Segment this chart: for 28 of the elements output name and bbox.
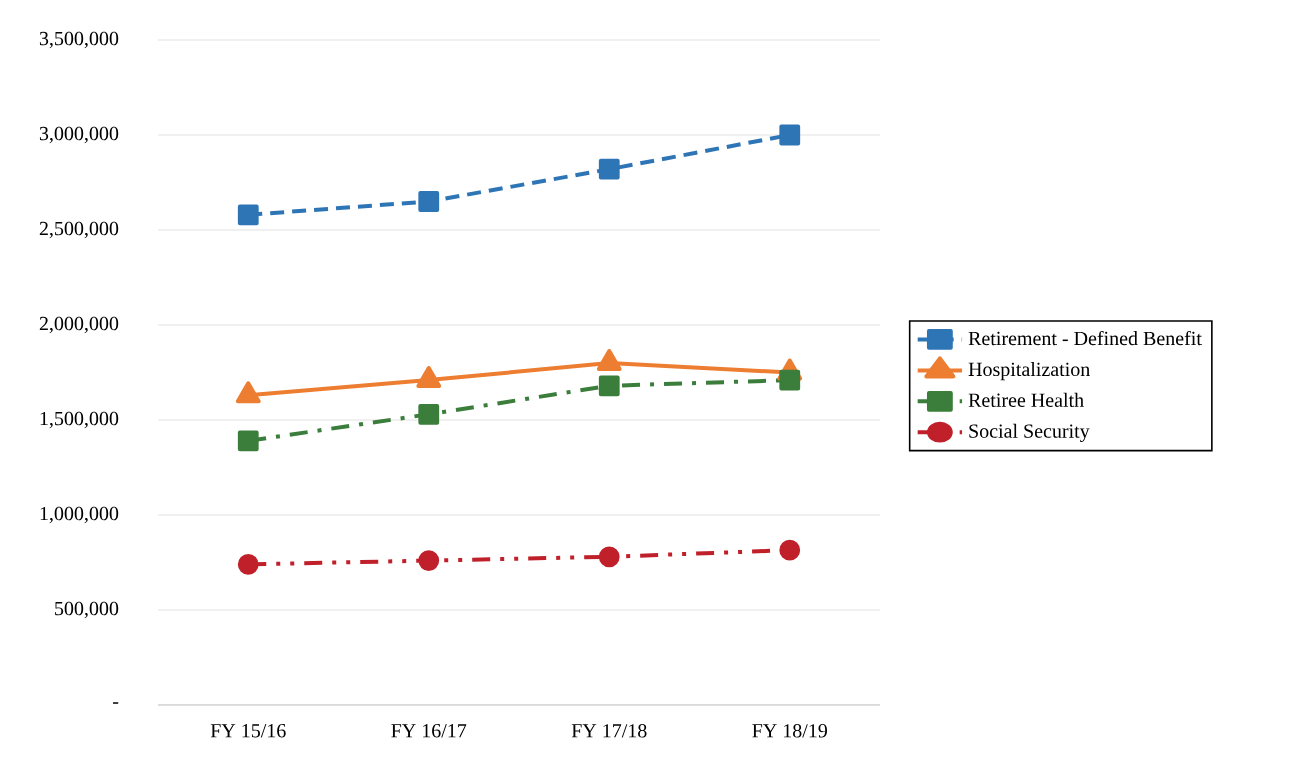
y-tick-label: 1,000,000: [40, 506, 119, 524]
legend-label: Retirement - Defined Benefit: [968, 330, 1202, 346]
point: [418, 550, 440, 571]
point: [418, 403, 440, 425]
point: [779, 539, 801, 561]
point: [779, 124, 801, 146]
point: [598, 375, 620, 397]
point: [598, 158, 620, 180]
x-tick-label: FY 18/19: [752, 724, 827, 738]
x-tick-label: FY 16/17: [391, 724, 467, 738]
legend-label: Social Security: [969, 423, 1090, 442]
y-tick-label: 3,500,000: [39, 31, 119, 49]
legend-label: Retiree Health: [968, 392, 1084, 407]
point: [237, 430, 259, 452]
y-tick-label: 1,500,000: [40, 411, 119, 429]
point: [237, 204, 259, 226]
x-tick-label: FY 15/16: [210, 724, 286, 738]
y-tick-label: 500,000: [55, 601, 119, 619]
point: [237, 553, 259, 575]
legend-label: Hospitalization: [968, 362, 1090, 381]
point: [598, 546, 620, 568]
point: [779, 369, 801, 391]
y-tick-label: -: [113, 702, 119, 704]
y-tick-label: 2,500,000: [39, 221, 119, 239]
point: [418, 191, 440, 212]
y-tick-label: 2,000,000: [39, 316, 119, 334]
y-tick-label: 3,000,000: [39, 126, 119, 144]
x-tick-label: FY 17/18: [571, 724, 647, 738]
